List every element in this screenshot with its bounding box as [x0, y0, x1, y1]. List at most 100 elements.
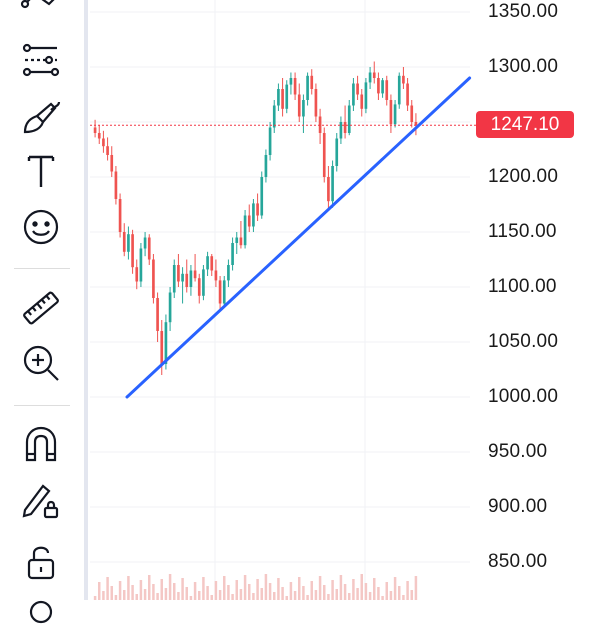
- candle-body: [406, 83, 409, 106]
- price-scale[interactable]: 1350.001300.001250.001200.001150.001100.…: [470, 0, 600, 600]
- price-tick-label: 950.00: [488, 441, 548, 462]
- candle-body: [302, 100, 305, 117]
- more-tools-icon[interactable]: [17, 594, 65, 642]
- candle-body: [368, 72, 372, 83]
- volume-bar: [102, 591, 105, 600]
- candle-body: [206, 256, 209, 270]
- volume-bar: [148, 575, 151, 600]
- candle-body: [160, 331, 164, 364]
- drawing-toolbar: [0, 0, 84, 624]
- volume-bar: [202, 577, 205, 600]
- trend-line-tool-icon[interactable]: [17, 0, 65, 32]
- volume-bar: [248, 584, 251, 600]
- volume-bar: [260, 588, 263, 600]
- zoom-in-icon[interactable]: [17, 339, 65, 387]
- volume-bar: [131, 585, 134, 600]
- candle-body: [268, 127, 272, 155]
- volume-bar: [327, 594, 330, 600]
- text-tool-icon[interactable]: [17, 147, 65, 195]
- volume-bar: [398, 586, 401, 600]
- unlock-icon[interactable]: [17, 538, 65, 586]
- candle-body: [197, 278, 201, 296]
- candle-body: [318, 116, 322, 133]
- candle-body: [177, 265, 180, 282]
- measure-ruler-icon[interactable]: [17, 284, 65, 332]
- volume-bar: [314, 590, 318, 600]
- candle-body: [356, 83, 359, 95]
- brush-tool-icon[interactable]: [17, 92, 65, 140]
- candle-body: [397, 75, 401, 105]
- candle-body: [102, 138, 105, 147]
- magnet-mode-icon[interactable]: [17, 420, 65, 468]
- volume-bar: [389, 591, 393, 600]
- price-chart[interactable]: [0, 0, 600, 600]
- volume-bar: [356, 588, 359, 600]
- chart-grid: [90, 0, 470, 600]
- volume-bar: [243, 575, 247, 600]
- candle-body: [122, 232, 126, 252]
- volume-bars: [93, 574, 418, 600]
- volume-bar: [289, 582, 293, 600]
- volume-bar: [368, 592, 372, 600]
- volume-bar: [198, 591, 201, 600]
- candle-body: [293, 78, 297, 95]
- price-tick-label: 1100.00: [488, 276, 557, 297]
- candle-body: [335, 138, 339, 166]
- candle-body: [285, 84, 289, 109]
- candle-body: [231, 243, 234, 265]
- candle-body: [235, 237, 239, 243]
- volume-bar: [106, 577, 109, 600]
- volume-bar: [281, 587, 284, 600]
- candle-body: [139, 248, 143, 282]
- volume-bar: [185, 587, 188, 600]
- price-tick-label: 1350.00: [488, 1, 559, 22]
- candle-body: [277, 89, 280, 106]
- volume-bar: [360, 574, 363, 600]
- volume-bar: [343, 584, 347, 600]
- candle-body: [306, 75, 309, 100]
- price-tick-label: 1200.00: [488, 166, 559, 187]
- volume-bar: [123, 590, 126, 600]
- lock-drawings-icon[interactable]: [17, 476, 65, 524]
- candle-body: [168, 292, 172, 323]
- candle-body: [218, 280, 222, 304]
- volume-bar: [177, 592, 180, 600]
- candle-body: [364, 82, 368, 109]
- candle-body: [352, 83, 355, 106]
- volume-bar: [168, 574, 172, 600]
- volume-bar: [293, 591, 297, 600]
- candle-body: [393, 104, 397, 125]
- volume-bar: [156, 593, 159, 600]
- volume-bar: [406, 581, 409, 600]
- volume-bar: [302, 586, 305, 600]
- toolbar-divider: [14, 405, 70, 406]
- volume-bar: [143, 589, 147, 600]
- volume-bar: [323, 585, 326, 600]
- candle-body: [97, 133, 101, 139]
- volume-bar: [410, 590, 413, 600]
- price-tick-label: 900.00: [488, 496, 548, 517]
- volume-bar: [173, 583, 176, 600]
- candle-body: [93, 127, 97, 133]
- fib-retracement-tool-icon[interactable]: [17, 36, 65, 84]
- candle-body: [281, 89, 284, 109]
- volume-bar: [402, 595, 405, 600]
- volume-bar: [98, 582, 101, 600]
- trend-line-drawing[interactable]: [125, 76, 472, 399]
- current-price-badge: 1247.10: [476, 111, 574, 138]
- candle-body: [389, 100, 393, 125]
- volume-bar: [127, 576, 130, 600]
- emoji-tool-icon[interactable]: [17, 203, 65, 251]
- candle-body: [222, 280, 226, 304]
- volume-bar: [377, 587, 380, 600]
- candle-body: [372, 72, 376, 78]
- volume-bar: [393, 577, 397, 600]
- volume-bar: [339, 575, 343, 600]
- candle-body: [252, 203, 255, 227]
- volume-bar: [239, 589, 243, 600]
- candlestick-series: [93, 61, 418, 375]
- volume-bar: [331, 580, 334, 600]
- candle-body: [247, 215, 251, 227]
- candle-body: [106, 146, 109, 155]
- volume-bar: [118, 581, 122, 600]
